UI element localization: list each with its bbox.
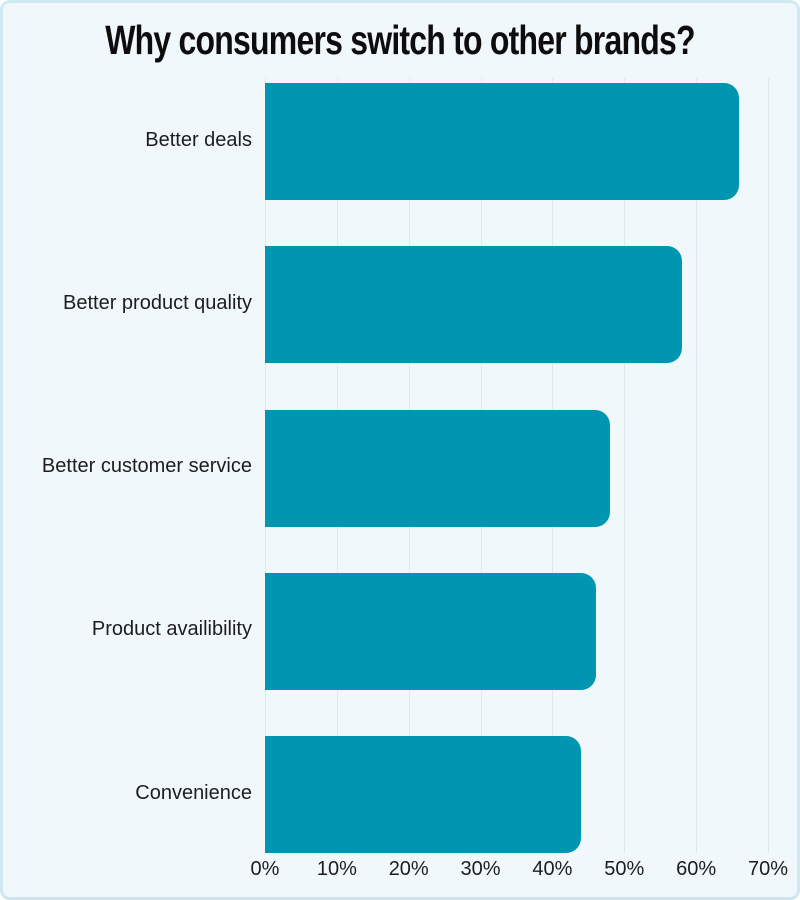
x-tick-label: 40% [532, 858, 573, 880]
x-tick-label: 60% [676, 858, 717, 880]
category-label: Convenience [135, 781, 252, 804]
plot-area: Better deals Better product quality Better… [3, 3, 797, 897]
bar-better-product-quality [265, 246, 682, 364]
bar-convenience [265, 736, 582, 853]
gridline [768, 78, 769, 853]
chart-title: Why consumers switch to other brands? [105, 17, 695, 63]
bar-better-customer-service [265, 409, 610, 527]
category-label: Product availibility [91, 618, 252, 641]
gridline [624, 78, 626, 853]
category-label: Better customer service [41, 455, 252, 477]
x-tick-label: 20% [388, 858, 429, 880]
x-tick-label: 0% [250, 858, 280, 880]
x-tick-label: 30% [460, 858, 501, 880]
category-label: Better deals [145, 128, 252, 151]
gridline [696, 78, 698, 853]
x-tick-label: 10% [316, 858, 357, 880]
category-label: Better product quality [63, 291, 252, 314]
x-tick-label: 50% [604, 858, 645, 880]
x-tick-label: 70% [747, 858, 789, 880]
bar-better-deals [265, 83, 740, 200]
bar-product-availibility [265, 572, 596, 690]
